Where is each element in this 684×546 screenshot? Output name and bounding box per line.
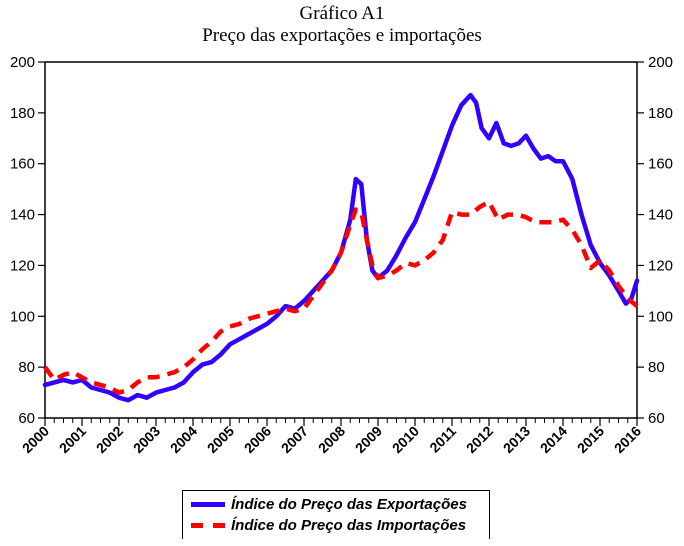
legend-label: Índice do Preço das Exportações xyxy=(231,495,467,513)
x-tick-label: 2000 xyxy=(19,423,52,456)
series-line-exports xyxy=(42,92,640,403)
y-tick-label-left: 140 xyxy=(10,207,35,224)
x-tick-label: 2014 xyxy=(537,423,570,456)
x-tick-label: 2010 xyxy=(389,423,422,456)
x-tick-label: 2008 xyxy=(315,423,348,456)
y-tick-label-right: 120 xyxy=(648,257,673,274)
legend-swatch-dashed-line xyxy=(191,522,225,528)
y-tick-label-left: 180 xyxy=(10,105,35,122)
y-tick-label-right: 200 xyxy=(648,54,673,71)
x-tick-label: 2004 xyxy=(167,423,200,456)
y-tick-label-right: 160 xyxy=(648,156,673,173)
x-tick-label: 2011 xyxy=(426,423,459,456)
y-tick-label-left: 60 xyxy=(18,410,35,427)
legend-item-imports: Índice do Preço das Importações xyxy=(191,515,466,535)
chart-subtitle: Preço das exportações e importações xyxy=(202,25,482,46)
x-tick-label: 2016 xyxy=(611,423,644,456)
x-tick-label: 2015 xyxy=(574,423,607,456)
x-tick-label: 2003 xyxy=(130,423,163,456)
chart-title: Gráfico A1 xyxy=(299,3,385,24)
series-line-imports xyxy=(43,199,639,395)
y-tick-label-right: 100 xyxy=(648,308,673,325)
legend-swatch-solid-line xyxy=(191,501,225,507)
y-tick-label-right: 180 xyxy=(648,105,673,122)
y-tick-label-left: 160 xyxy=(10,156,35,173)
y-tick-label-left: 80 xyxy=(18,359,35,376)
x-tick-label: 2007 xyxy=(278,423,311,456)
x-tick-label: 2001 xyxy=(56,423,89,456)
y-tick-label-left: 200 xyxy=(10,54,35,71)
y-tick-label-left: 120 xyxy=(10,257,35,274)
y-tick-label-left: 100 xyxy=(10,308,35,325)
x-tick-label: 2013 xyxy=(500,423,533,456)
legend-label: Índice do Preço das Importações xyxy=(231,516,467,534)
y-tick-label-right: 60 xyxy=(648,410,665,427)
x-tick-label: 2012 xyxy=(463,423,496,456)
x-tick-label: 2006 xyxy=(241,423,274,456)
legend-item-exports: Índice do Preço das Exportações xyxy=(191,494,467,514)
x-tick-label: 2002 xyxy=(93,423,126,456)
y-tick-label-right: 80 xyxy=(648,359,665,376)
x-tick-label: 2009 xyxy=(352,423,385,456)
legend: Índice do Preço das Exportações Índice d… xyxy=(182,490,490,539)
x-tick-label: 2005 xyxy=(204,423,237,456)
y-tick-label-right: 140 xyxy=(648,207,673,224)
